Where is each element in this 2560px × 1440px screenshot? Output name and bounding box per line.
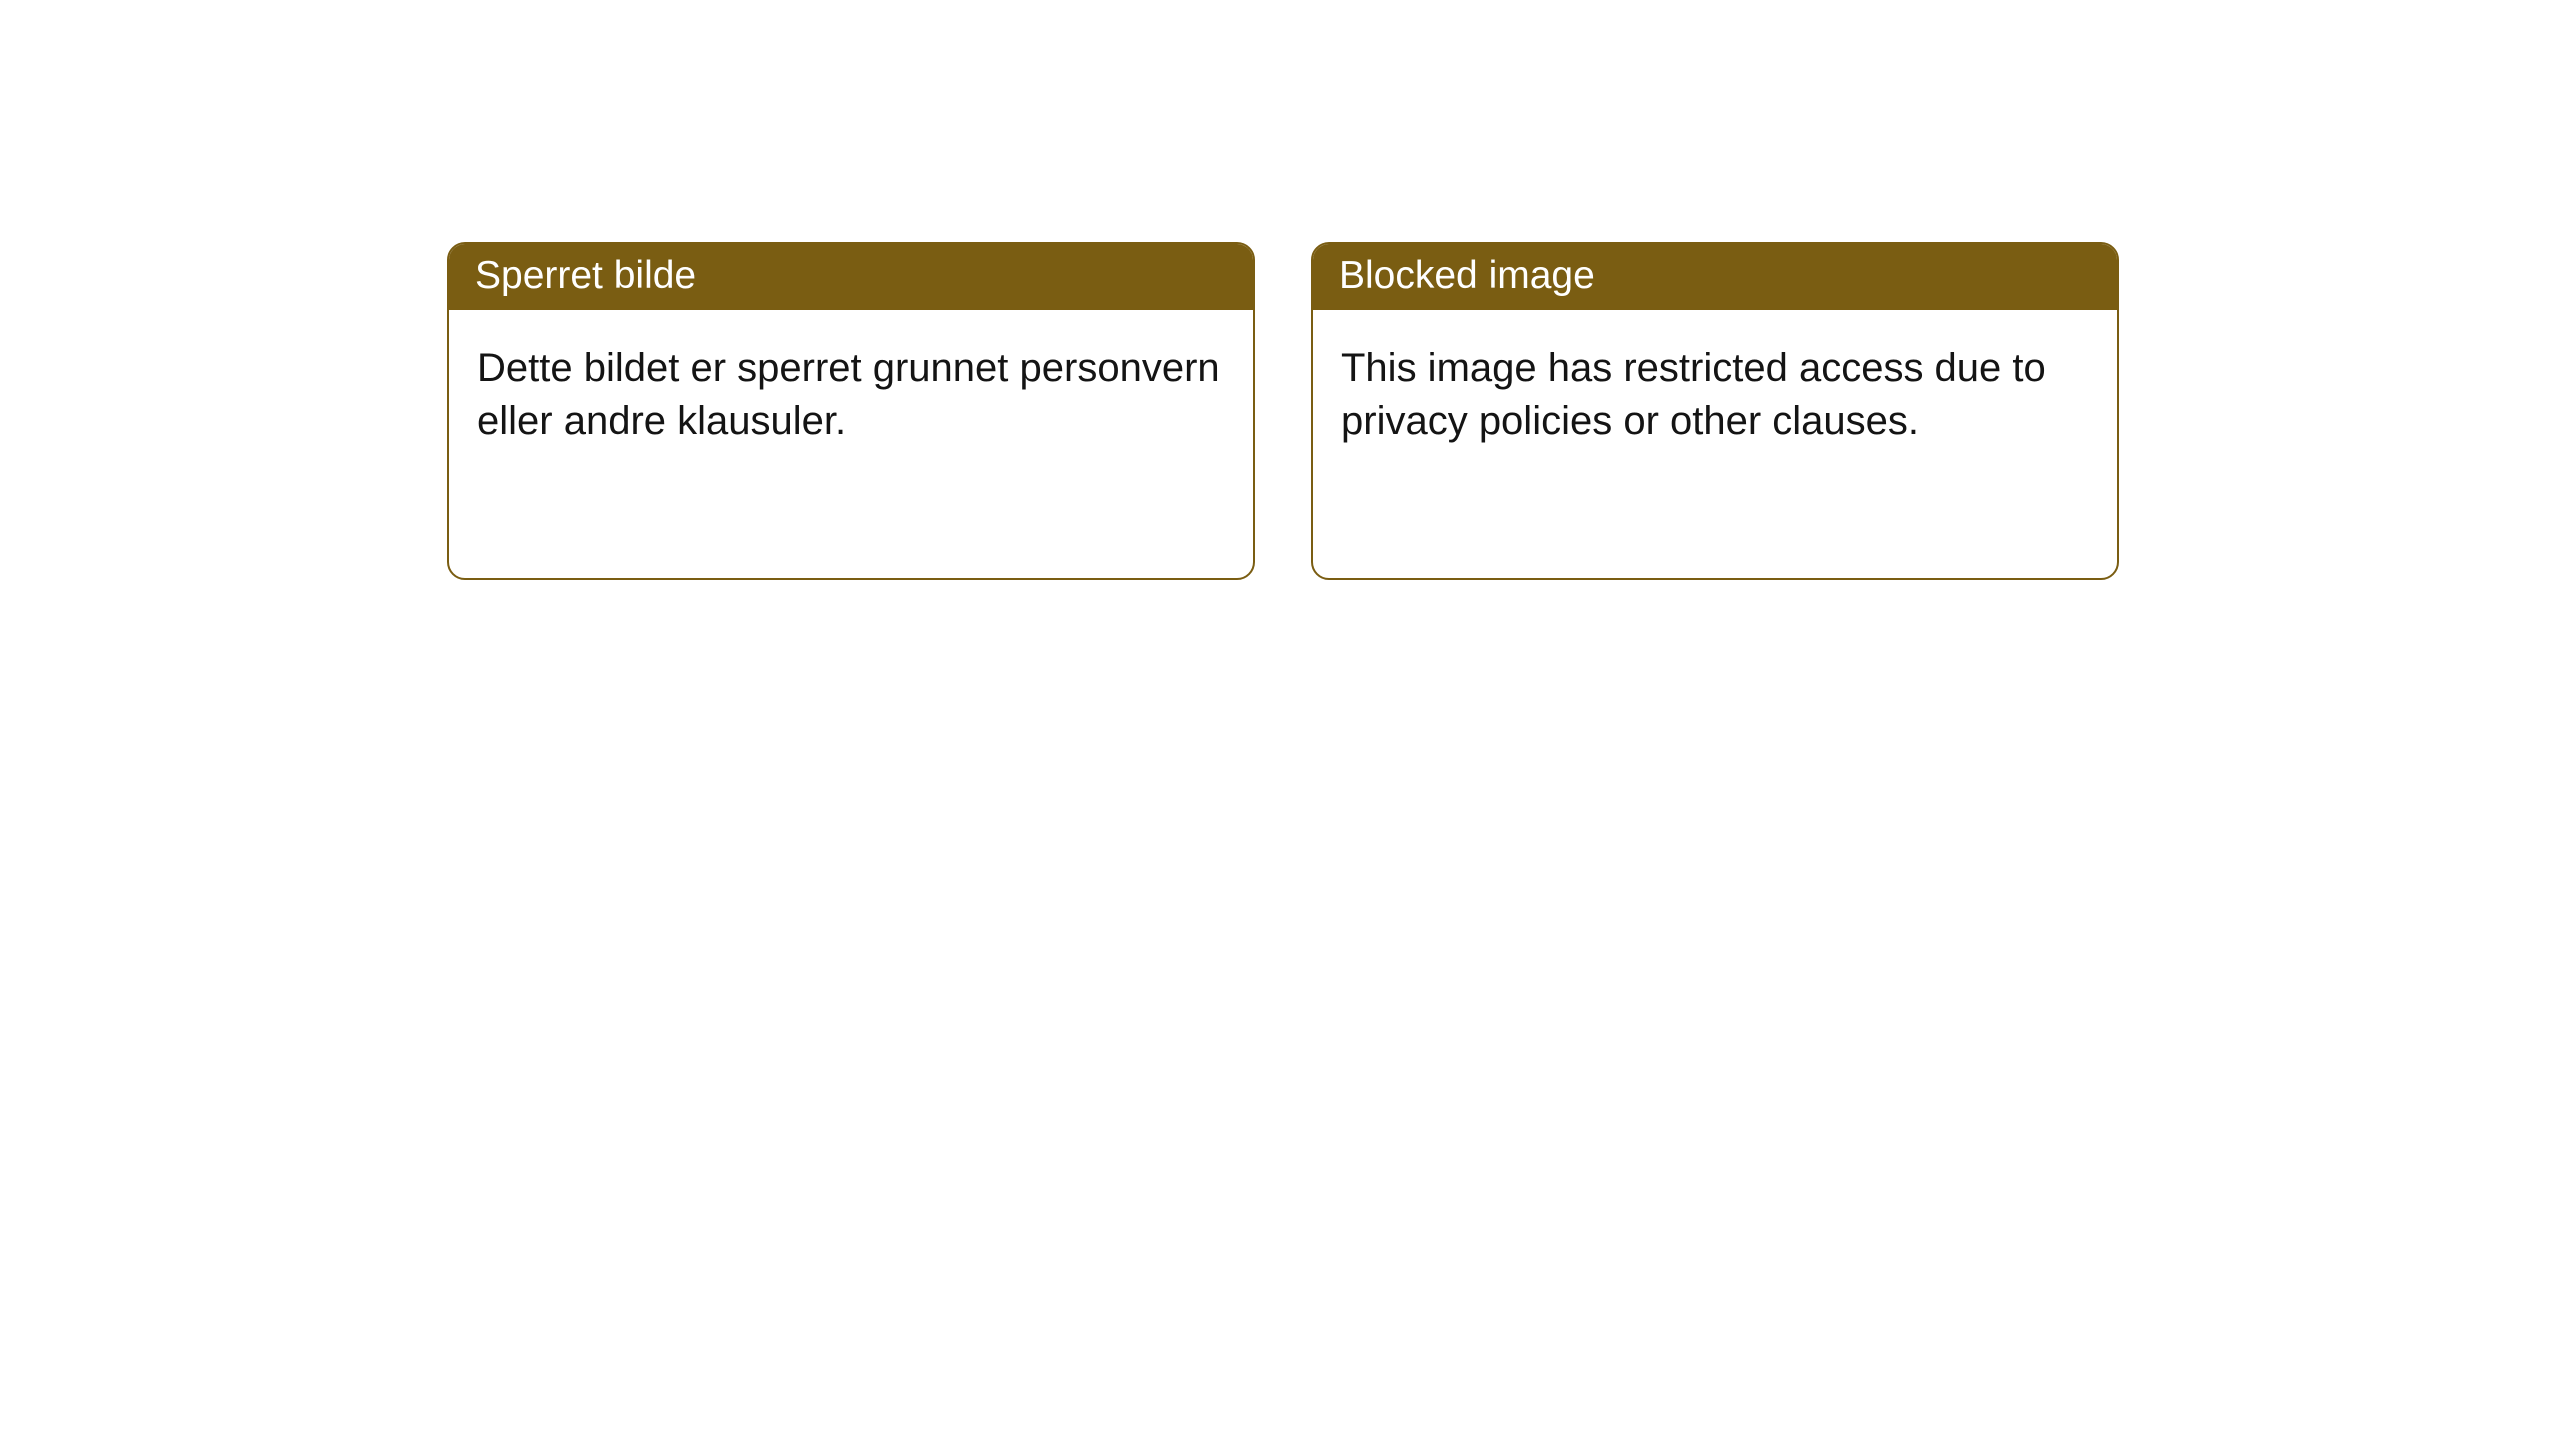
blocked-image-card-en: Blocked image This image has restricted … xyxy=(1311,242,2119,580)
card-body: Dette bildet er sperret grunnet personve… xyxy=(449,310,1253,476)
blocked-image-card-no: Sperret bilde Dette bildet er sperret gr… xyxy=(447,242,1255,580)
card-header: Sperret bilde xyxy=(449,244,1253,310)
notice-container: Sperret bilde Dette bildet er sperret gr… xyxy=(0,0,2560,580)
card-header: Blocked image xyxy=(1313,244,2117,310)
card-body: This image has restricted access due to … xyxy=(1313,310,2117,476)
